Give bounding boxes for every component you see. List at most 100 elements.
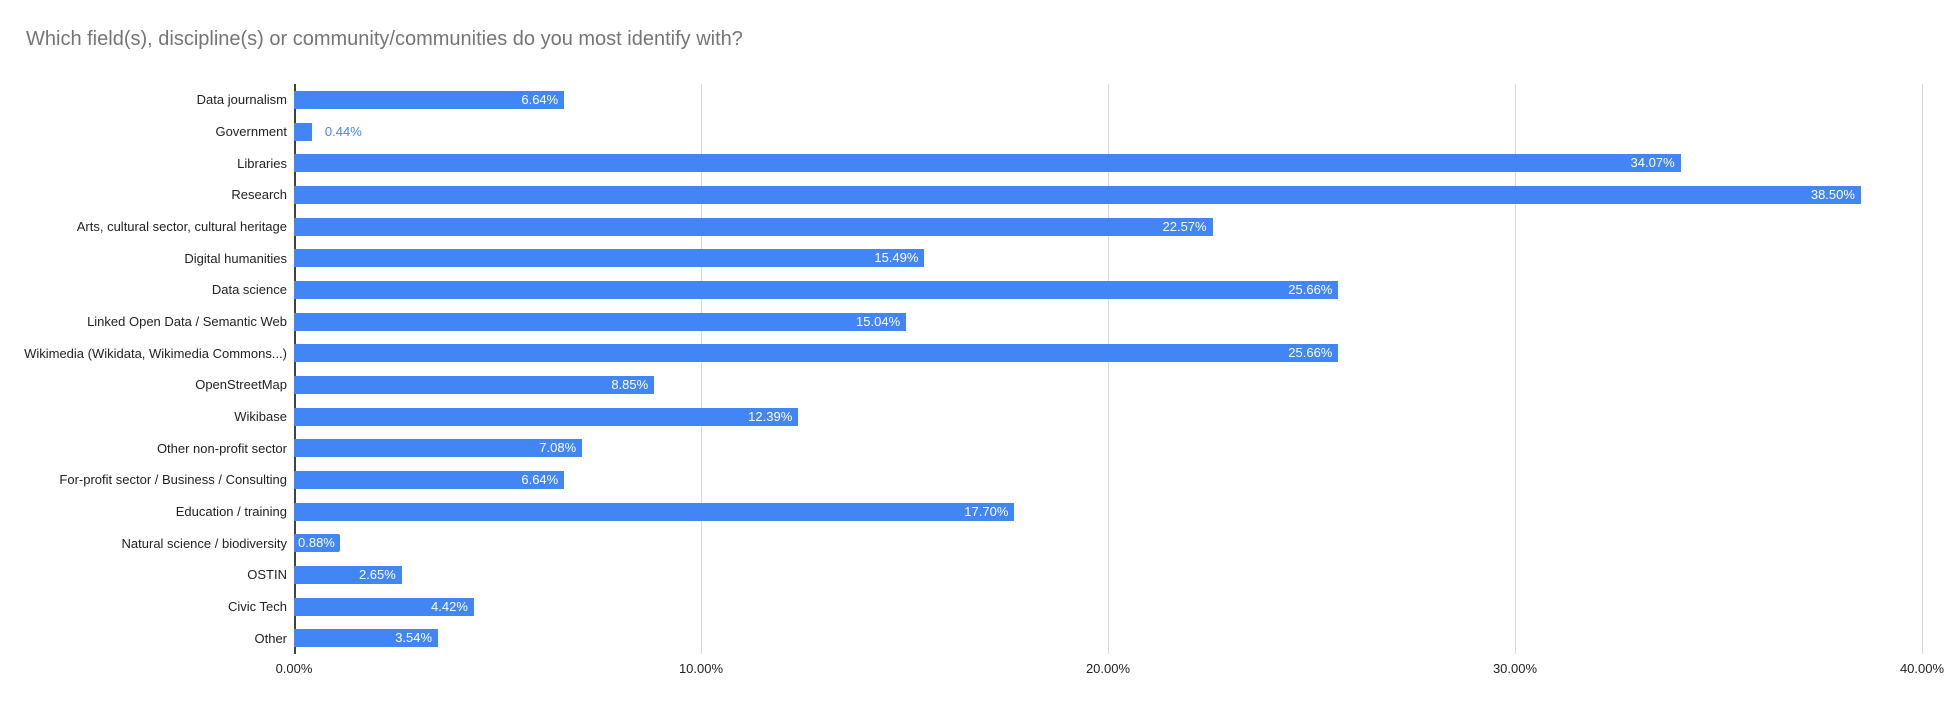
category-label: Libraries [237,155,287,171]
category-label: OSTIN [247,567,287,583]
bar-track: 34.07% [294,147,1922,179]
category-label: Natural science / biodiversity [121,535,287,551]
bar-track: 25.66% [294,274,1922,306]
category-label: Wikimedia (Wikidata, Wikimedia Commons..… [24,345,287,361]
bar-track: 38.50% [294,179,1922,211]
bar-track: 12.39% [294,401,1922,433]
category-label: OpenStreetMap [195,377,287,393]
value-label: 38.50% [1810,186,1855,202]
bar[interactable]: 12.39% [294,407,799,426]
bar-row: OpenStreetMap 8.85% [0,369,1922,401]
value-label: 0.44% [324,123,362,139]
bar-row: Libraries 34.07% [0,147,1922,179]
bar[interactable]: 0.88% [294,534,340,553]
bar-row: Other 3.54% [0,622,1922,654]
value-label: 22.57% [1162,218,1207,234]
value-label: 34.07% [1630,155,1675,171]
bar-track: 0.88% [294,527,1922,559]
category-label: Linked Open Data / Semantic Web [87,314,287,330]
category-label: Arts, cultural sector, cultural heritage [76,219,287,235]
plot-area [294,84,1923,654]
value-label: 12.39% [748,408,793,424]
bar[interactable]: 38.50% [294,185,1861,204]
value-label: 0.88% [294,534,340,553]
x-tick-label: 40.00% [1899,661,1945,676]
bar-track: 2.65% [294,559,1922,591]
category-label: Government [215,124,287,139]
bar[interactable]: 6.64% [294,90,565,109]
bar-row: Civic Tech 4.42% [0,591,1922,623]
value-label: 4.42% [431,598,468,614]
value-label: 2.65% [358,566,396,582]
bar[interactable]: 4.42% [294,597,474,616]
chart-title: Which field(s), discipline(s) or communi… [26,28,743,50]
bar-track: 7.08% [294,432,1922,464]
axis-baseline [294,84,296,654]
value-label: 25.66% [1288,345,1333,361]
bar[interactable]: 25.66% [294,344,1339,363]
bar[interactable]: 6.64% [294,470,565,489]
bar[interactable]: 15.04% [294,312,907,331]
x-tick-label: 30.00% [1492,661,1538,676]
x-tick-label: 0.00% [275,661,313,676]
gridline [1515,84,1516,654]
bar-row: Arts, cultural sector, cultural heritage… [0,211,1922,243]
category-label: Other [254,630,287,646]
bar-row: Other non-profit sector 7.08% [0,432,1922,464]
category-label: Wikibase [234,409,287,425]
x-axis: 0.00% 10.00% 20.00% 30.00% 40.00% [0,661,1960,681]
bar[interactable]: 8.85% [294,375,655,394]
value-label: 17.70% [964,503,1009,519]
bar-track: 25.66% [294,337,1922,369]
category-label: Education / training [175,504,287,520]
category-label: Digital humanities [184,250,287,266]
value-label: 3.54% [395,630,433,646]
bar[interactable]: 0.44% [294,122,362,141]
bar-track: 22.57% [294,211,1922,243]
bar-row: OSTIN 2.65% [0,559,1922,591]
value-label: 6.64% [521,471,559,487]
bar[interactable]: 3.54% [294,629,439,648]
bar-track: 0.44% [294,116,1922,148]
category-label: Civic Tech [227,599,287,615]
category-label: For-profit sector / Business / Consultin… [59,472,287,488]
bar-row: Digital humanities 15.49% [0,242,1922,274]
bar-track: 17.70% [294,496,1922,528]
category-label: Other non-profit sector [156,440,287,456]
bar[interactable]: 15.49% [294,249,925,268]
bar-row: Research 38.50% [0,179,1922,211]
category-label: Research [231,187,287,203]
x-tick-label: 20.00% [1085,661,1131,676]
value-label: 7.08% [539,440,577,456]
gridline [701,84,702,654]
bar-track: 8.85% [294,369,1922,401]
bar-row: Data journalism 6.64% [0,84,1922,116]
x-tick-label: 10.00% [678,661,724,676]
bar-track: 6.64% [294,464,1922,496]
bar[interactable]: 25.66% [294,280,1339,299]
category-label: Data science [211,282,287,298]
bar-row: Education / training 17.70% [0,496,1922,528]
bar-row: Government 0.44% [0,116,1922,148]
value-label: 8.85% [611,376,649,392]
value-label: 15.49% [874,250,919,266]
bar-track: 15.04% [294,306,1922,338]
bar-track: 15.49% [294,242,1922,274]
bar[interactable]: 17.70% [294,502,1015,521]
bar-track: 3.54% [294,622,1922,654]
value-label: 6.64% [521,91,559,107]
bar-row: Natural science / biodiversity 0.88% [0,527,1922,559]
bar-rows: Data journalism 6.64% Government 0.44% Libra… [0,84,1922,654]
bar[interactable]: 7.08% [294,439,583,458]
value-label: 15.04% [856,313,901,329]
category-label: Data journalism [196,92,287,108]
bar-row: Linked Open Data / Semantic Web 15.04% [0,306,1922,338]
gridline [1108,84,1109,654]
bar-row: Wikibase 12.39% [0,401,1922,433]
gridline [1922,84,1923,654]
bar[interactable]: 22.57% [294,217,1213,236]
bar-track: 6.64% [294,84,1922,116]
bar[interactable]: 2.65% [294,565,402,584]
bar[interactable]: 34.07% [294,154,1681,173]
